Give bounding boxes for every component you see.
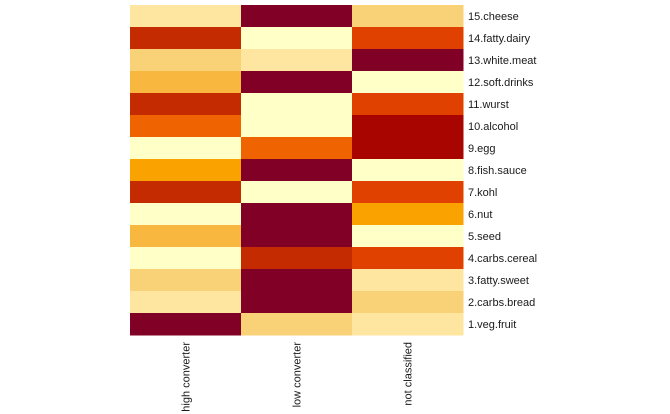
heatmap-cell-r9-c1 bbox=[130, 181, 242, 204]
heatmap-cell-r13-c3 bbox=[352, 269, 464, 292]
heatmap-cell-r6-c3 bbox=[352, 115, 464, 138]
heatmap-cell-r7-c1 bbox=[130, 137, 242, 160]
heatmap-cell-r5-c3 bbox=[352, 93, 464, 116]
row-label: 15.cheese bbox=[468, 11, 519, 23]
column-labels: high converter low converter not classifie… bbox=[181, 342, 415, 412]
heatmap-cell-r6-c1 bbox=[130, 115, 242, 138]
heatmap-cell-r1-c2 bbox=[241, 5, 353, 28]
heatmap-cell-r8-c1 bbox=[130, 159, 242, 182]
heatmap-cell-r10-c2 bbox=[241, 203, 353, 226]
row-label: 5.seed bbox=[468, 231, 501, 243]
heatmap-cell-r2-c3 bbox=[352, 27, 464, 50]
heatmap-cell-r5-c1 bbox=[130, 93, 242, 116]
heatmap-cell-r3-c2 bbox=[241, 49, 353, 72]
heatmap-cells bbox=[130, 5, 464, 336]
heatmap-cell-r12-c2 bbox=[241, 247, 353, 270]
heatmap-cell-r10-c3 bbox=[352, 203, 464, 226]
heatmap-cell-r11-c2 bbox=[241, 225, 353, 248]
heatmap-cell-r3-c3 bbox=[352, 49, 464, 72]
row-label: 1.veg.fruit bbox=[468, 319, 516, 331]
row-label: 6.nut bbox=[468, 209, 492, 221]
heatmap-cell-r8-c3 bbox=[352, 159, 464, 182]
row-label: 11.wurst bbox=[468, 99, 509, 111]
heatmap-cell-r3-c1 bbox=[130, 49, 242, 72]
heatmap-cell-r12-c1 bbox=[130, 247, 242, 270]
heatmap-cell-r11-c3 bbox=[352, 225, 464, 248]
heatmap-cell-r2-c2 bbox=[241, 27, 353, 50]
heatmap-cell-r15-c1 bbox=[130, 313, 242, 336]
heatmap-cell-r4-c1 bbox=[130, 71, 242, 94]
heatmap-cell-r13-c2 bbox=[241, 269, 353, 292]
heatmap-cell-r15-c3 bbox=[352, 313, 464, 336]
heatmap-cell-r7-c3 bbox=[352, 137, 464, 160]
row-label: 12.soft.drinks bbox=[468, 77, 534, 89]
heatmap-cell-r9-c3 bbox=[352, 181, 464, 204]
heatmap-cell-r12-c3 bbox=[352, 247, 464, 270]
heatmap-cell-r1-c1 bbox=[130, 5, 242, 28]
column-label: low converter bbox=[292, 342, 304, 408]
heatmap-cell-r8-c2 bbox=[241, 159, 353, 182]
row-label: 14.fatty.dairy bbox=[468, 33, 531, 45]
heatmap-cell-r14-c1 bbox=[130, 291, 242, 314]
row-label: 7.kohl bbox=[468, 187, 497, 199]
heatmap-cell-r10-c1 bbox=[130, 203, 242, 226]
heatmap-cell-r14-c3 bbox=[352, 291, 464, 314]
row-label: 4.carbs.cereal bbox=[468, 253, 537, 265]
heatmap-cell-r6-c2 bbox=[241, 115, 353, 138]
heatmap-cell-r13-c1 bbox=[130, 269, 242, 292]
row-label: 8.fish.sauce bbox=[468, 165, 527, 177]
heatmap-cell-r5-c2 bbox=[241, 93, 353, 116]
heatmap-cell-r2-c1 bbox=[130, 27, 242, 50]
row-label: 10.alcohol bbox=[468, 121, 518, 133]
heatmap-cell-r15-c2 bbox=[241, 313, 353, 336]
row-labels: 15.cheese 14.fatty.dairy 13.white.meat 12.s… bbox=[468, 11, 537, 331]
row-label: 9.egg bbox=[468, 143, 496, 155]
column-label: high converter bbox=[181, 342, 193, 412]
heatmap-cell-r7-c2 bbox=[241, 137, 353, 160]
heatmap-cell-r4-c3 bbox=[352, 71, 464, 94]
heatmap-cell-r4-c2 bbox=[241, 71, 353, 94]
heatmap-cell-r1-c3 bbox=[352, 5, 464, 28]
row-label: 2.carbs.bread bbox=[468, 297, 535, 309]
heatmap-cell-r9-c2 bbox=[241, 181, 353, 204]
row-label: 3.fatty.sweet bbox=[468, 275, 529, 287]
heatmap-cell-r11-c1 bbox=[130, 225, 242, 248]
row-label: 13.white.meat bbox=[468, 55, 536, 67]
column-label: not classified bbox=[403, 342, 415, 406]
heatmap-cell-r14-c2 bbox=[241, 291, 353, 314]
